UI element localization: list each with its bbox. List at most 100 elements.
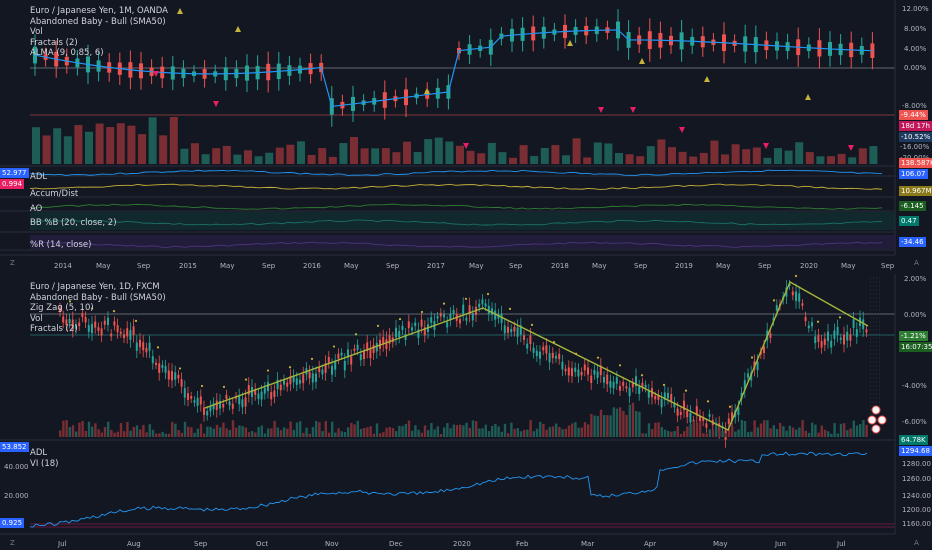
candle-body: [139, 339, 141, 348]
candle-body: [273, 390, 276, 397]
candle-body: [811, 322, 813, 327]
candle-body: [254, 389, 257, 395]
legend-indicator[interactable]: Fractals (2): [30, 324, 78, 334]
candle-body: [238, 395, 241, 405]
legend-indicator[interactable]: ALMA (9, 0.85, 6): [30, 48, 104, 58]
volume-bar: [823, 429, 827, 437]
candle-body: [167, 370, 170, 380]
volume-bar: [459, 424, 462, 437]
volume-bar: [574, 422, 577, 437]
legend-indicator[interactable]: Fractals (2): [30, 37, 78, 48]
volume-bar: [123, 431, 126, 437]
candle-body: [487, 305, 490, 315]
volume-bar: [257, 427, 260, 437]
volume-bar: [507, 433, 510, 437]
candle-body: [372, 344, 375, 353]
candle-body: [667, 392, 669, 399]
zoom-icon[interactable]: Z: [10, 259, 15, 267]
volume-bar: [477, 153, 486, 164]
candle-body: [129, 330, 132, 340]
volume-bar: [540, 147, 549, 164]
volume-bar: [427, 430, 430, 437]
right-scale-label: 1260.00: [902, 475, 931, 483]
fractal-down-marker: [848, 145, 854, 151]
candle-body: [161, 364, 164, 368]
candle-body: [292, 375, 295, 383]
legend-indicator[interactable]: Abandoned Baby - Bull (SMA50): [30, 16, 166, 27]
sub-pane-label[interactable]: ADL: [30, 172, 48, 182]
daily-chart-canvas[interactable]: [0, 274, 932, 550]
volume-bar: [434, 137, 443, 164]
monthly-chart-canvas[interactable]: [0, 0, 932, 270]
legend-indicator[interactable]: Zig Zag (5, 10): [30, 303, 94, 313]
fractal-dot: [178, 367, 182, 370]
candle-body: [446, 321, 449, 328]
volume-bar: [487, 431, 491, 437]
legend-symbol[interactable]: Euro / Japanese Yen, 1D, FXCM: [30, 282, 160, 292]
volume-bar: [318, 422, 321, 437]
fractal-dot: [728, 405, 732, 408]
auto-scale-icon[interactable]: A: [914, 259, 919, 267]
sub-pane-label[interactable]: VI (18): [30, 458, 59, 469]
legend-symbol[interactable]: Euro / Japanese Yen, 1M, OANDA: [30, 6, 168, 16]
volume-bar: [466, 150, 475, 164]
legend-indicator[interactable]: Vol: [30, 27, 43, 37]
candle-body: [647, 390, 650, 398]
zigzag-line: [204, 281, 869, 431]
volume-bar: [334, 432, 337, 437]
legend-indicator[interactable]: Vol: [30, 313, 43, 324]
volume-bar: [401, 426, 404, 437]
volume-bar: [343, 432, 347, 437]
price-scale-label: 8.00%: [904, 25, 927, 33]
fractal-dot: [354, 333, 358, 336]
volume-bar: [795, 429, 798, 437]
candle-body: [529, 335, 532, 345]
time-axis-label: Sep: [194, 540, 208, 548]
time-axis-label: May: [96, 262, 111, 270]
sub-pane-label[interactable]: AO: [30, 204, 43, 214]
volume-bar: [244, 427, 247, 437]
candle-body: [846, 331, 849, 341]
volume-bar: [148, 117, 157, 164]
volume-bar: [171, 422, 174, 437]
volume-bar: [756, 427, 759, 437]
time-axis-label: Sep: [634, 262, 648, 270]
volume-bar: [572, 138, 581, 164]
candle-body: [484, 303, 487, 307]
volume-bar: [233, 154, 242, 164]
volume-bar: [491, 425, 494, 437]
volume-bar: [837, 153, 846, 164]
volume-bar: [87, 421, 91, 437]
legend-indicator[interactable]: Abandoned Baby - Bull (SMA50): [30, 292, 166, 303]
candle-body: [852, 319, 855, 328]
adl-left-tag: 53.852: [0, 442, 29, 452]
sub-pane-label[interactable]: BB %B (20, close, 2): [30, 218, 117, 228]
volume-bar: [542, 423, 545, 437]
zoom-icon[interactable]: Z: [10, 539, 15, 547]
monthly-chart-pane[interactable]: Euro / Japanese Yen, 1M, OANDA Abandoned…: [0, 0, 932, 270]
candle-body: [110, 333, 113, 337]
fractal-down-marker: [463, 143, 469, 149]
volume-bar: [265, 152, 274, 164]
volume-bar: [191, 143, 199, 164]
candle-body: [539, 351, 541, 359]
time-axis-label: Jul: [58, 540, 67, 548]
fractal-down-marker: [763, 143, 769, 149]
candle-body: [71, 319, 74, 330]
daily-chart-pane[interactable]: Euro / Japanese Yen, 1D, FXCM Abandoned …: [0, 274, 932, 550]
sub-pane-label[interactable]: ADL: [30, 448, 48, 458]
volume-bar: [641, 433, 644, 437]
candle-body: [689, 412, 692, 423]
candle-body: [375, 342, 378, 352]
volume-bar: [132, 427, 135, 437]
auto-scale-icon[interactable]: A: [914, 539, 919, 547]
volume-bar: [116, 123, 125, 164]
candle-body: [183, 388, 186, 398]
fractal-dot: [420, 310, 424, 314]
volume-bar: [452, 424, 455, 437]
candle-body: [187, 393, 189, 400]
sub-pane-label[interactable]: %R (14, close): [30, 240, 92, 250]
volume-bar: [106, 127, 115, 164]
sub-pane-label[interactable]: Accum/Dist: [30, 189, 79, 199]
volume-bar: [107, 421, 110, 437]
